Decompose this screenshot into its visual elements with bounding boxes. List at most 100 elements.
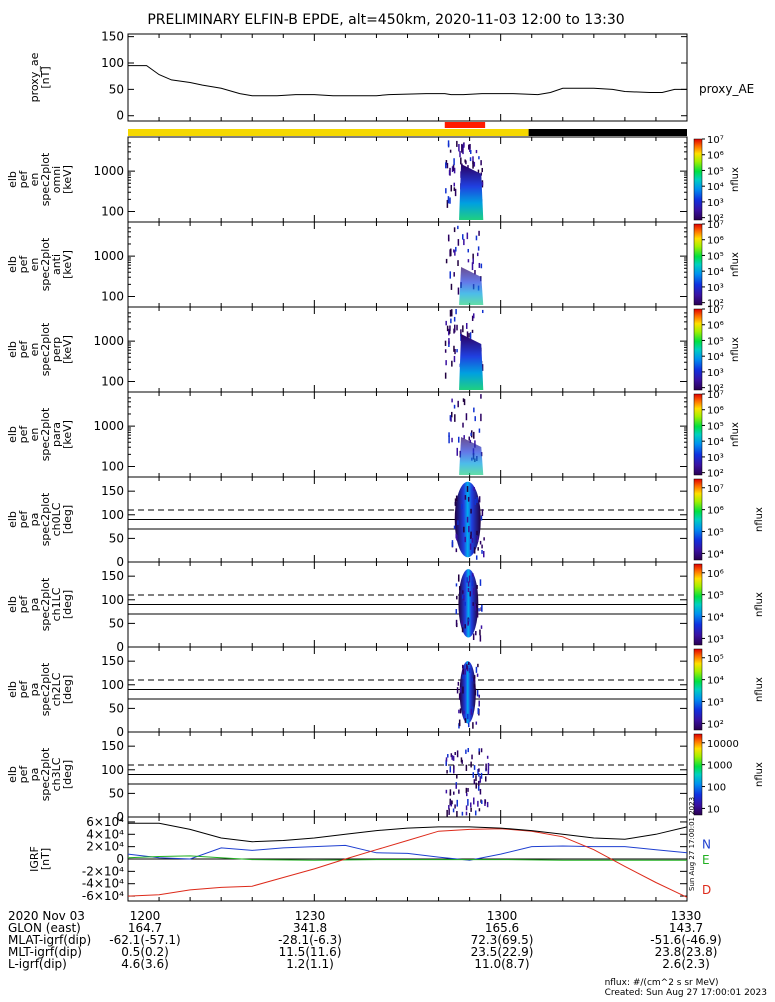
- legend-n: N: [702, 838, 711, 852]
- spectrogram-speckle: [462, 143, 465, 148]
- spectrogram-speckle: [448, 328, 450, 335]
- spectrogram-speckle: [455, 309, 457, 315]
- colorbar-1: [693, 138, 703, 221]
- spectrogram-speckle: [449, 271, 452, 279]
- spectrogram-speckle: [481, 181, 484, 186]
- pitch-angle-speckle: [479, 540, 482, 545]
- y-tick-label: 0: [116, 852, 124, 866]
- spectrogram-speckle: [448, 338, 450, 343]
- spectrogram-speckle: [478, 156, 480, 160]
- pitch-angle-speckle: [475, 603, 477, 608]
- spectrogram-speckle: [457, 225, 459, 230]
- pitch-angle-speckle: [457, 520, 459, 525]
- pitch-angle-speckle: [449, 766, 452, 773]
- spectrogram-speckle: [450, 309, 453, 317]
- pitch-angle-speckle: [485, 776, 487, 782]
- y-axis-label-line: [deg]: [61, 675, 74, 704]
- spectrogram-speckle: [480, 263, 483, 269]
- pitch-angle-speckle: [467, 747, 470, 753]
- row-label-mlat: MLAT-igrf(dip): [8, 933, 92, 947]
- y-axis-label-line: perp: [50, 337, 63, 362]
- colorbar-tick-label: 10⁵: [707, 166, 724, 177]
- pitch-angle-speckle: [481, 544, 483, 549]
- pitch-angle-speckle: [457, 681, 460, 686]
- spectrogram-speckle: [445, 320, 447, 326]
- y-tick-label: 1000: [93, 249, 124, 263]
- spectrogram-speckle: [475, 149, 478, 154]
- colorbar-2: [693, 223, 703, 306]
- pitch-angle-speckle: [461, 620, 463, 626]
- pitch-angle-speckle: [445, 759, 447, 766]
- spectrogram-flux: [459, 334, 484, 390]
- spectrogram-speckle: [448, 330, 451, 334]
- y-tick-label: 150: [101, 654, 124, 668]
- y-axis-label-line: pef: [17, 510, 30, 529]
- pitch-angle-speckle: [478, 496, 481, 503]
- pitch-angle-speckle: [458, 586, 461, 591]
- pitch-angle-speckle: [475, 630, 477, 636]
- pitch-angle-speckle: [473, 779, 476, 785]
- spectrogram-speckle: [462, 398, 465, 402]
- spectrogram-speckle: [481, 167, 483, 173]
- proxy-ae-line: [128, 65, 687, 97]
- spectrogram-speckle: [453, 249, 455, 253]
- colorbar-4: [693, 393, 703, 476]
- spectrogram-speckle: [469, 157, 472, 162]
- row-labels: 2020 Nov 03 GLON (east) MLAT-igrf(dip) M…: [8, 910, 91, 970]
- pitch-angle-speckle: [479, 635, 482, 642]
- pitch-angle-speckle: [461, 627, 464, 633]
- mlt-value: 0.5(0.2): [121, 945, 169, 959]
- spectrogram-speckle: [463, 435, 465, 439]
- colorbar-5: [693, 478, 703, 561]
- pitch-angle-speckle: [466, 577, 468, 583]
- spectrogram-speckle: [453, 316, 456, 322]
- y-axis-label-line: pef: [17, 170, 30, 189]
- pitch-angle-speckle: [470, 531, 472, 539]
- y-tick-label: 0: [116, 109, 124, 123]
- legend-e: E: [702, 853, 710, 867]
- spectrogram-speckle: [445, 360, 447, 366]
- y-tick-label: 50: [109, 531, 124, 545]
- spectrogram-speckle: [453, 187, 456, 191]
- pitch-angle-speckle: [462, 673, 464, 680]
- mlat-value: 72.3(69.5): [470, 933, 534, 947]
- spectrogram-speckle: [481, 364, 484, 371]
- pitch-angle-speckle: [478, 751, 481, 755]
- pitch-angle-speckle: [474, 498, 476, 505]
- y-axis-label-line: en: [28, 173, 41, 187]
- igrf-ylabel: IGRF[nT]: [28, 846, 52, 872]
- spectrogram-speckle: [468, 333, 470, 338]
- y-tick-label: 50: [109, 786, 124, 800]
- pitch-angle-speckle: [447, 754, 449, 758]
- spectrogram-speckle: [447, 196, 450, 203]
- pitch-angle-speckle: [470, 802, 472, 808]
- colorbar-tick-label: 10³: [707, 198, 724, 209]
- shadow-bar: [528, 129, 687, 136]
- spectrogram-speckle: [460, 329, 462, 337]
- y-tick-label: -4×10⁴: [82, 877, 124, 891]
- colorbar-tick-label: 10⁵: [707, 421, 724, 432]
- y-axis-label-line: spec2plot: [39, 152, 52, 206]
- spectrogram-speckle: [451, 411, 453, 418]
- y-axis-label-line: elb: [6, 341, 19, 358]
- colorbar-tick-label: 10⁵: [707, 251, 724, 262]
- pitch-angle-speckle: [446, 770, 448, 774]
- en_spec_para-frame: [127, 391, 688, 478]
- glon-value: 164.7: [127, 921, 163, 935]
- spectrogram-speckle: [481, 309, 484, 314]
- spectrogram-speckle: [455, 246, 457, 252]
- y-axis-label-line: [deg]: [61, 505, 74, 534]
- spectrogram-speckle: [444, 340, 447, 346]
- spectrogram-speckle: [448, 170, 451, 176]
- pitch-angle-speckle: [481, 549, 483, 554]
- colorbar-tick-label: 10⁷: [707, 305, 724, 316]
- pitch-angle-speckle: [471, 538, 474, 543]
- colorbar-label: nflux: [730, 337, 741, 362]
- spectrogram-speckle: [450, 417, 452, 422]
- pitch-angle-speckle: [466, 713, 469, 720]
- spectrogram-speckle: [449, 325, 451, 331]
- spectrogram-speckle: [468, 144, 470, 150]
- pitch-angle-flux: [458, 569, 479, 638]
- pitch-angle-speckle: [467, 621, 469, 626]
